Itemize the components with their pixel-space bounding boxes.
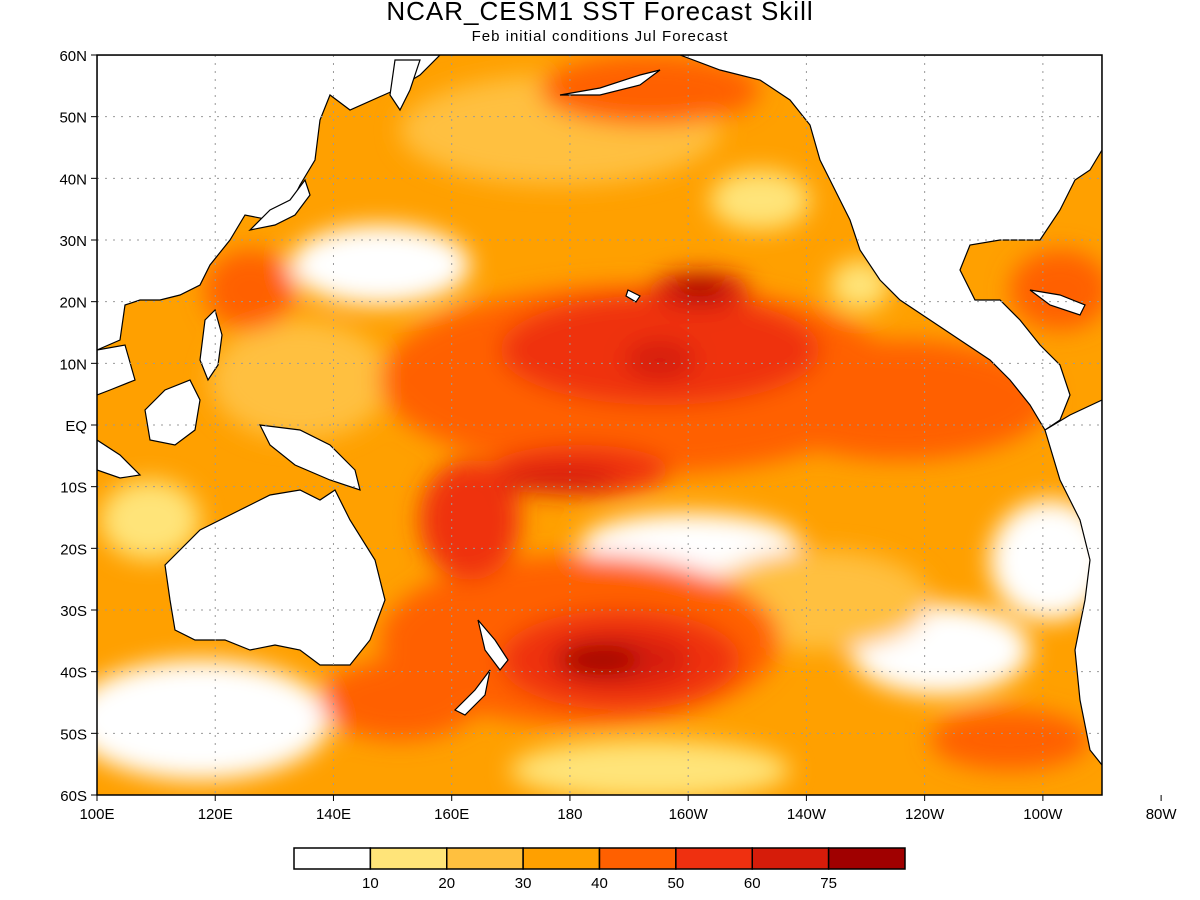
lon-tick-label: 160W (669, 806, 709, 823)
graticule (97, 55, 1102, 795)
color-legend: 10 20 30 40 50 60 75 (293, 847, 906, 892)
land-south-america (1044, 399, 1102, 766)
lat-tick-label: 30N (59, 233, 87, 250)
skill-region-low (990, 500, 1102, 620)
land-kamchatka (389, 59, 421, 112)
legend-label: 60 (744, 875, 761, 892)
lon-tick-label: 180 (557, 806, 582, 823)
lat-tick-label: EQ (65, 418, 87, 435)
lon-tick-label: 140W (787, 806, 827, 823)
legend-swatch (522, 847, 601, 870)
legend-swatch (598, 847, 677, 870)
skill-region-high (1010, 250, 1102, 330)
skill-region-high (540, 55, 760, 125)
lat-tick-label: 10N (59, 356, 87, 373)
skill-region-low (97, 660, 330, 780)
latitude-axis: 60N 50N 40N 30N 20N 10N EQ 10S 20S 30S 40S 50S 60S (59, 48, 97, 805)
lat-tick-label: 60S (60, 788, 87, 805)
land-masses (97, 55, 1102, 766)
land-hawaii (625, 289, 641, 303)
lon-tick-label: 100W (1023, 806, 1063, 823)
skill-region-high (750, 340, 1050, 460)
skill-region-highest (625, 340, 695, 380)
skill-region-low (710, 170, 810, 230)
land-southeast-asia (97, 344, 136, 396)
land-sumatra (97, 439, 142, 479)
lat-tick-label: 20N (59, 295, 87, 312)
lon-tick-label: 120W (905, 806, 945, 823)
map-subtitle: Feb initial conditions Jul Forecast (471, 28, 729, 45)
skill-region-low (100, 480, 200, 560)
skill-region-highest (500, 466, 620, 494)
lat-tick-label: 50N (59, 110, 87, 127)
legend-swatch (369, 847, 448, 870)
lon-tick-label: 100E (79, 806, 114, 823)
legend-swatch (827, 847, 906, 870)
land-australia (164, 489, 386, 666)
lat-tick-label: 10S (60, 480, 87, 497)
land-new-zealand-south (453, 669, 491, 716)
legend-swatch (446, 847, 524, 870)
land-new-zealand-north (477, 619, 509, 671)
land-alaska-islands (559, 69, 661, 96)
lon-tick-label: 120E (198, 806, 233, 823)
skill-region-low (510, 740, 790, 795)
skill-region-highest (560, 645, 640, 675)
land-new-guinea (258, 424, 361, 491)
skill-region-highest (675, 278, 725, 298)
skill-region-high (320, 660, 480, 740)
lat-tick-label: 30S (60, 603, 87, 620)
map-title: NCAR_CESM1 SST Forecast Skill (386, 0, 814, 26)
skill-region-mid (210, 320, 390, 440)
land-caribbean (1029, 289, 1086, 316)
land-borneo (144, 379, 201, 446)
skill-region-low (290, 225, 470, 305)
legend-label: 20 (438, 875, 455, 892)
legend-label: 40 (591, 875, 608, 892)
skill-region-very-high (420, 460, 520, 580)
legend-label: 10 (362, 875, 379, 892)
lat-tick-label: 40S (60, 665, 87, 682)
lon-tick-label: 140E (316, 806, 351, 823)
skill-region-high (205, 250, 295, 330)
legend-label: 50 (668, 875, 685, 892)
lat-tick-label: 20S (60, 541, 87, 558)
legend-swatch (675, 847, 753, 870)
land-japan (248, 178, 311, 231)
lat-tick-label: 40N (59, 171, 87, 188)
land-asia (97, 55, 441, 351)
legend-swatch (293, 847, 372, 870)
lon-tick-label: 80W (1146, 806, 1178, 823)
lon-tick-label: 160E (434, 806, 469, 823)
legend-swatch (751, 847, 830, 870)
longitude-axis: 100E 120E 140E 160E 180 160W 140W 120W 100W 80W (79, 795, 1177, 823)
lat-tick-label: 60N (59, 48, 87, 65)
land-philippines (199, 308, 223, 382)
legend-label: 30 (515, 875, 532, 892)
lat-tick-label: 50S (60, 726, 87, 743)
legend-label: 75 (820, 875, 837, 892)
skill-region-high (930, 710, 1090, 770)
